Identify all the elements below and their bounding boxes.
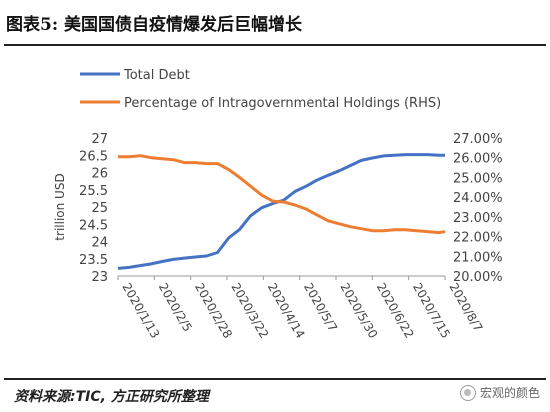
y-tick-label: 23.5	[79, 253, 108, 268]
y2-tick-label: 25.00%	[453, 171, 503, 186]
total-debt-line	[117, 153, 445, 270]
y2-tick-label: 21.00%	[453, 250, 503, 265]
x-tick-label: 2020/2/5	[156, 281, 195, 335]
watermark: 宏观的颜色	[459, 384, 540, 401]
y-tick-label: 25	[91, 201, 108, 216]
y-tick-label: 25.5	[79, 184, 108, 199]
y-tick-label: 26	[91, 167, 108, 182]
x-tick-label: 2020/2/28	[192, 281, 235, 341]
y2-tick-label: 26.00%	[453, 152, 503, 167]
y-axis-title: trillion USD	[53, 173, 67, 240]
x-tick-label: 2020/8/7	[446, 281, 485, 335]
y-tick-label: 24.5	[79, 218, 108, 233]
y2-tick-label: 24.00%	[453, 191, 503, 206]
x-tick-label: 2020/5/30	[337, 281, 380, 341]
legend-label: Percentage of Intragovernmental Holdings…	[124, 96, 441, 111]
y-tick-label: 23	[91, 270, 108, 285]
y-tick-label: 24	[91, 236, 108, 251]
footer-rule	[4, 378, 546, 380]
chart-legend: Total Debt Percentage of Intragovernmenta…	[80, 68, 441, 111]
figure-source: 资料来源:TIC, 方正研究所整理	[14, 389, 209, 405]
chart: Total Debt Percentage of Intragovernmenta…	[53, 68, 503, 341]
chart-axes: 23 23.5 24 24.5 25 25.5 26 26.5 27 20.00% 21.00% 22…	[53, 132, 503, 341]
legend-label: Total Debt	[123, 68, 190, 83]
y-tick-label: 26.5	[79, 149, 108, 164]
x-tick-label: 2020/5/7	[301, 281, 340, 335]
chart-lines	[117, 153, 446, 270]
y2-tick-label: 27.00%	[453, 132, 503, 147]
y-tick-label: 27	[91, 132, 108, 147]
figure-title: 图表5: 美国国债自疫情爆发后巨幅增长	[6, 15, 303, 35]
x-tick-label: 2020/1/13	[119, 281, 162, 341]
figure-header: 图表5: 美国国债自疫情爆发后巨幅增长	[0, 0, 550, 46]
watermark-text: 宏观的颜色	[479, 386, 540, 400]
header-rule	[4, 44, 546, 46]
intragov-holdings-line	[118, 154, 446, 235]
y2-tick-label: 23.00%	[453, 211, 503, 226]
wechat-icon	[459, 384, 476, 401]
y2-tick-label: 20.00%	[453, 270, 503, 285]
y2-tick-label: 22.00%	[453, 231, 503, 246]
